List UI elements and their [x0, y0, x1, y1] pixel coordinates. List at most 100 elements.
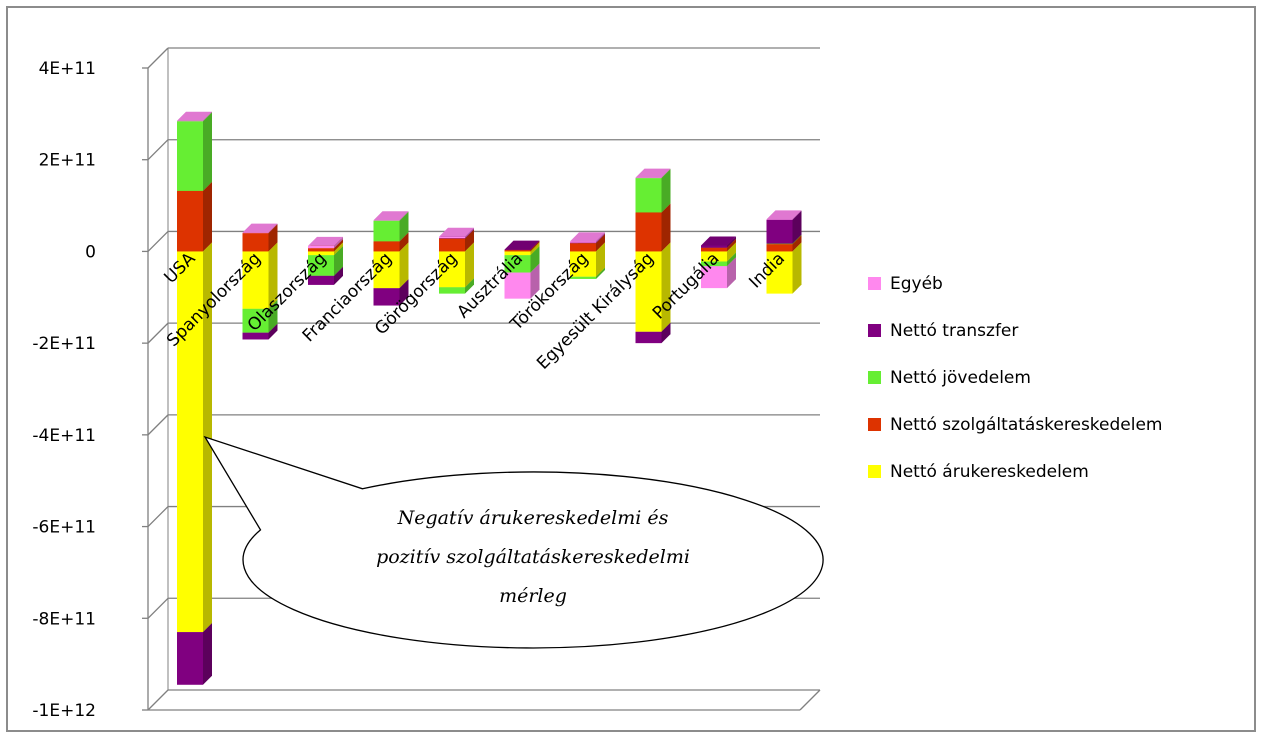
bar-segment-front	[373, 220, 400, 221]
bar-segment-front	[701, 266, 727, 289]
gridline-depth	[147, 414, 169, 436]
callout-line-2: pozitív szolgáltatáskereskedelmi	[376, 546, 690, 568]
bar-segment-side	[465, 242, 474, 288]
bar-segment-side	[268, 223, 278, 234]
bar-segment-side	[727, 236, 736, 248]
bar-segment	[635, 203, 671, 252]
bar-segment-front	[504, 255, 531, 273]
bar-segment-front	[635, 177, 662, 179]
bar-segment-top	[439, 227, 474, 237]
bar-segment-side	[792, 242, 802, 294]
bar-segment-side	[465, 229, 474, 252]
bar-segment-front	[439, 236, 465, 239]
bar-segment-top	[308, 236, 343, 246]
bar-segment-front	[373, 241, 400, 252]
bar-segment-top	[373, 211, 409, 221]
bar-segment-top	[766, 210, 802, 220]
bar-layer	[177, 111, 802, 685]
bar-segment-front	[570, 276, 596, 279]
bar-segment-front	[242, 332, 269, 340]
bar-segment-side	[203, 623, 212, 685]
legend-label: Nettó transzfer	[890, 321, 1018, 341]
bar-segment-side	[268, 299, 278, 333]
y-tick-label: -1E+12	[32, 701, 96, 721]
bar-segment-front	[766, 244, 793, 252]
bar-segment-front	[766, 219, 793, 244]
bar-segment-top	[177, 111, 212, 121]
bar-segment-side	[596, 232, 605, 243]
bar-segment-side	[399, 211, 409, 221]
bar-segment-side	[596, 233, 605, 244]
y-tick-label: -6E+11	[32, 518, 96, 538]
bar-segment-side	[465, 227, 474, 239]
bar-segment-front	[504, 251, 531, 256]
legend-label: Egyéb	[890, 274, 943, 294]
bar-segment-front	[504, 250, 531, 252]
bar-segment-side	[334, 236, 343, 249]
bar-segment-front	[177, 121, 203, 191]
legend-swatch	[868, 277, 881, 290]
legend-swatch	[868, 324, 881, 337]
bar-segment	[177, 623, 212, 685]
bar-segment	[177, 111, 212, 122]
bar-segment-top	[570, 232, 605, 242]
bar-segment-front	[439, 251, 465, 288]
y-tick-label: -4E+11	[32, 426, 96, 446]
bar-segment-side	[399, 232, 409, 252]
bar-segment-front	[373, 251, 400, 289]
bar-segment-front	[439, 238, 465, 252]
y-tick-label: 4E+11	[39, 59, 96, 79]
bar-segment-side	[792, 210, 802, 220]
bar-segment-front	[701, 251, 727, 262]
y-tick-label: -2E+11	[32, 334, 96, 354]
y-tick-label: -8E+11	[32, 609, 96, 629]
bar-segment-front	[308, 251, 334, 256]
bar-segment-front	[242, 251, 269, 309]
bar-segment-top	[242, 223, 278, 233]
bar-segment-side	[399, 211, 409, 242]
bar-segment-front	[635, 212, 662, 252]
y-tick-label: 2E+11	[39, 151, 96, 171]
bar-segment-front	[766, 219, 793, 220]
bar-segment-side	[727, 242, 736, 262]
bar-segment	[504, 240, 540, 251]
bar-segment-front	[635, 251, 662, 332]
bar-segment-front	[504, 249, 531, 251]
callout-line-1: Negatív árukereskedelmi és	[397, 507, 669, 529]
bar-segment-front	[177, 190, 203, 252]
bar-segment-side	[268, 323, 278, 340]
bar-segment-side	[203, 111, 212, 122]
bar-segment-side	[661, 203, 671, 252]
bar-segment-front	[635, 331, 662, 344]
bar-segment-side	[465, 278, 474, 294]
bar-segment-front	[701, 245, 727, 248]
legend-swatch	[868, 418, 881, 431]
gridline-depth	[147, 47, 169, 69]
bar-segment-front	[308, 248, 334, 252]
bar-segment-side	[792, 235, 802, 252]
bar-segment-side	[268, 224, 278, 252]
bar-segment-side	[334, 246, 343, 276]
bar-segment-side	[727, 252, 736, 267]
bar-segment-side	[268, 242, 278, 309]
bar-segment-front	[308, 275, 334, 285]
legend-label: Nettó jövedelem	[890, 368, 1031, 388]
bar-segment	[373, 211, 409, 221]
bar-segment	[766, 210, 802, 220]
bar-segment-front	[701, 261, 727, 267]
bar-segment-front	[570, 243, 596, 252]
bar-segment	[439, 227, 474, 239]
bar-segment-front	[242, 308, 269, 333]
gridline-depth	[147, 230, 169, 252]
bar-segment-side	[792, 234, 802, 245]
bar-segment	[635, 169, 671, 213]
bar-segment-front	[373, 220, 400, 242]
bar-segment-front	[570, 251, 596, 277]
bar-segment-side	[727, 238, 736, 252]
bar-segment	[177, 112, 212, 191]
bar-segment-side	[399, 242, 409, 289]
bar-segment-side	[399, 279, 409, 306]
bar-segment-side	[465, 229, 474, 239]
bar-segment-front	[766, 251, 793, 294]
